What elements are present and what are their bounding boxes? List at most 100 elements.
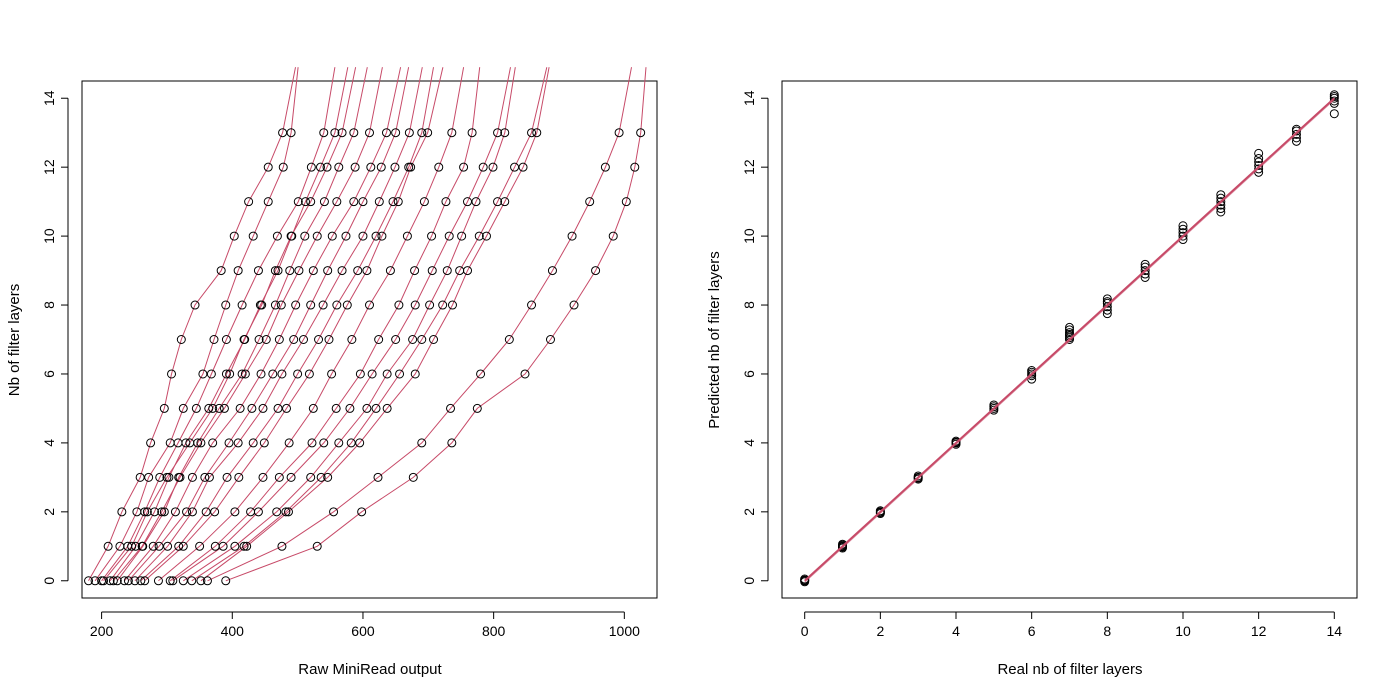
left-data-point [201,507,211,517]
right-data-point [1065,328,1074,338]
left-data-point [337,266,347,276]
left-curve [94,67,299,582]
left-data-point [174,541,184,551]
right-y-tick-label: 12 [741,159,757,175]
left-data-point [382,403,392,413]
left-data-point [286,128,296,138]
left-data-point [423,128,433,138]
left-y-tick-label: 2 [41,508,57,516]
left-curve [140,67,434,582]
right-x-tick-label: 4 [952,623,960,639]
left-data-point [123,576,133,586]
left-data-point [316,472,326,482]
left-data-point [446,403,456,413]
left-data-point [374,197,384,207]
left-data-point [182,507,192,517]
left-data-point [474,231,484,241]
left-data-point [224,438,234,448]
left-data-point [358,197,368,207]
left-data-point [308,266,318,276]
left-data-point [103,541,113,551]
left-data-point [233,438,243,448]
left-data-point [388,197,398,207]
left-data-point [342,300,352,310]
left-data-point [527,300,537,310]
right-y-tick-label: 6 [741,370,757,378]
right-y-tick-label: 0 [741,577,757,585]
left-data-point [417,335,427,344]
left-data-point [144,472,154,482]
left-data-point [545,335,555,344]
left-data-point [425,300,435,310]
right-data-point [1140,272,1150,282]
left-data-point [408,335,418,344]
left-data-point [146,438,156,448]
left-data-point [394,300,404,310]
left-data-point [459,162,469,172]
left-data-point [258,403,268,413]
left-curve [134,67,423,582]
left-data-point [187,472,197,482]
left-data-point [155,472,165,482]
left-x-tick-label: 1000 [609,623,640,639]
left-data-point [248,231,258,241]
left-data-point [219,403,229,413]
left-data-point [547,266,557,276]
left-data-point [167,369,177,379]
left-data-point [355,369,365,379]
left-data-point [165,576,175,586]
right-x-tick-label: 2 [876,623,884,639]
left-data-point [221,335,231,344]
left-x-axis-title: Raw MiniRead output [298,661,442,678]
left-data-point [159,403,169,413]
right-data-point [1102,309,1112,319]
left-data-point [140,576,150,586]
left-data-point [216,266,226,276]
left-curve [109,67,349,582]
left-y-tick-label: 10 [41,228,57,244]
left-data-point [488,162,498,172]
left-data-point [170,507,180,517]
right-data-point [838,542,848,552]
left-curve [128,67,410,582]
left-data-point [395,369,405,379]
left-data-point [308,403,318,413]
left-data-point [329,507,339,517]
left-chart-panel: 200 400 600 800 1000 0 2 4 6 8 10 12 14 Raw MiniRea… [6,67,658,678]
left-data-point [346,438,356,448]
left-data-point [127,541,137,551]
left-curve [88,67,296,582]
left-data-point [345,403,355,413]
left-data-point [591,266,601,276]
left-data-point [148,541,158,551]
left-data-point [300,231,310,241]
left-data-point [334,438,344,448]
left-data-point [327,369,337,379]
right-y-tick-label: 14 [741,90,757,106]
left-data-point [319,197,329,207]
left-data-point [285,266,295,276]
left-y-tick-label: 6 [41,370,57,378]
left-data-point [314,335,324,344]
left-data-point [341,231,351,241]
left-data-point [373,472,383,482]
left-data-point [347,335,357,344]
left-data-point [367,369,377,379]
right-fit-line-layer [804,97,1335,583]
left-curve [225,67,647,582]
left-y-axis: 0 2 4 6 8 10 12 14 [41,90,69,585]
left-data-point [429,335,439,344]
left-data-point [427,231,437,241]
left-data-point [349,197,359,207]
left-data-point [150,507,160,517]
left-data-point [204,403,214,413]
right-data-point [1065,325,1074,335]
left-data-point [268,369,278,379]
left-data-point [377,231,387,241]
right-x-axis-title: Real nb of filter layers [997,661,1142,678]
left-data-point [218,541,228,551]
right-data-point [1065,322,1074,332]
left-data-point [159,507,169,517]
left-data-point [187,507,197,517]
left-data-point [621,197,631,207]
